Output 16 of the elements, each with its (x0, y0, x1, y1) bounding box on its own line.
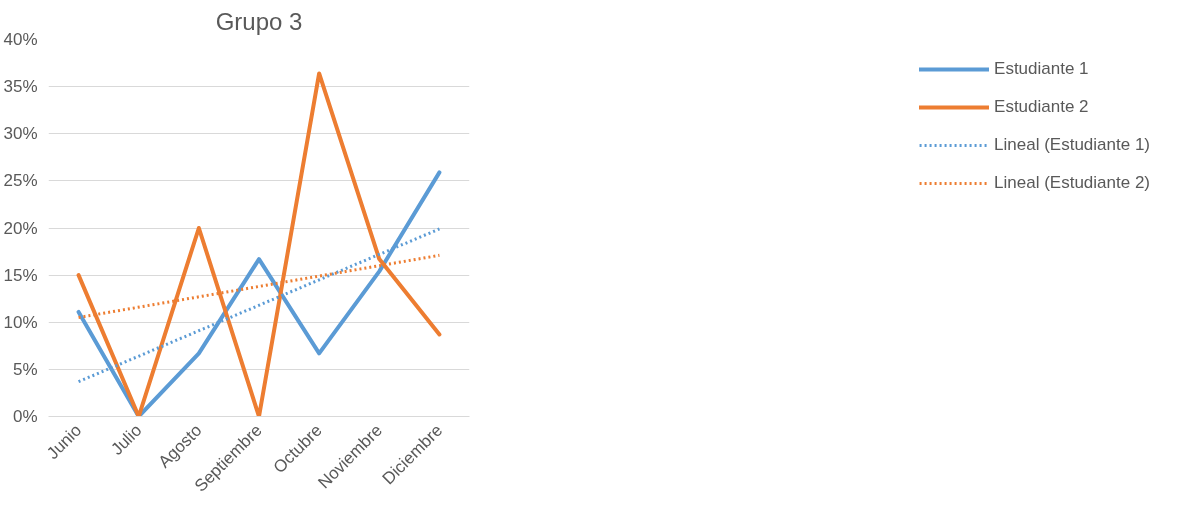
y-tick-label: 15% (3, 265, 38, 285)
y-tick-label: 30% (3, 124, 38, 144)
line-series (76, 71, 442, 417)
y-tick-label: 25% (3, 171, 38, 191)
legend-label: Estudiante 1 (994, 59, 1089, 79)
y-tick-label: 0% (12, 407, 38, 426)
y-tick-label: 10% (3, 312, 38, 332)
legend-label: Estudiante 2 (994, 97, 1089, 117)
y-tick-label: 5% (12, 359, 38, 379)
legend-label: Lineal (Estudiante 1) (994, 135, 1150, 155)
legend-label: Lineal (Estudiante 2) (994, 173, 1150, 193)
y-tick-label: 35% (3, 77, 38, 97)
line-series (76, 170, 442, 417)
y-tick-label: 40% (3, 30, 38, 49)
y-tick-label: 20% (3, 218, 38, 238)
chart-title: Grupo 3 (215, 7, 303, 35)
